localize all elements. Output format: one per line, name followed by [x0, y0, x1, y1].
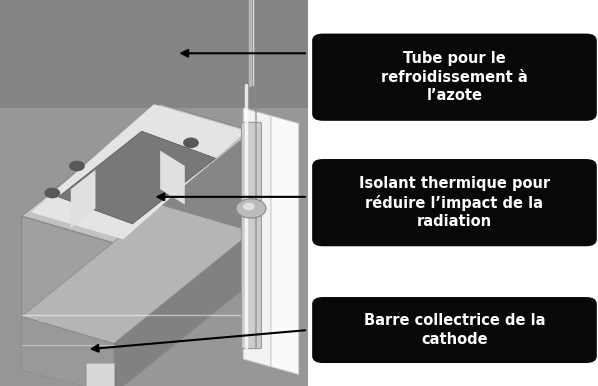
Circle shape: [45, 188, 60, 198]
Text: Tube pour le
refroidissement à
l’azote: Tube pour le refroidissement à l’azote: [381, 51, 528, 103]
Text: Barre collectrice de la
cathode: Barre collectrice de la cathode: [364, 313, 545, 347]
Circle shape: [236, 199, 266, 218]
Polygon shape: [22, 205, 252, 344]
Polygon shape: [22, 104, 252, 243]
Polygon shape: [160, 151, 185, 205]
Polygon shape: [71, 170, 96, 228]
Polygon shape: [59, 131, 215, 224]
FancyBboxPatch shape: [86, 363, 114, 386]
Circle shape: [70, 161, 84, 171]
Polygon shape: [0, 0, 308, 108]
Polygon shape: [22, 216, 114, 344]
Polygon shape: [243, 108, 271, 367]
Polygon shape: [31, 104, 246, 239]
Polygon shape: [114, 232, 252, 386]
Circle shape: [184, 138, 198, 147]
Text: Isolant thermique pour
réduire l’impact de la
radiation: Isolant thermique pour réduire l’impact …: [359, 176, 550, 229]
Circle shape: [243, 203, 255, 210]
FancyBboxPatch shape: [242, 122, 261, 349]
FancyBboxPatch shape: [312, 34, 597, 121]
Polygon shape: [22, 317, 114, 386]
Polygon shape: [0, 0, 308, 386]
Polygon shape: [271, 116, 299, 374]
FancyBboxPatch shape: [312, 297, 597, 363]
FancyBboxPatch shape: [312, 159, 597, 246]
Polygon shape: [114, 131, 252, 344]
